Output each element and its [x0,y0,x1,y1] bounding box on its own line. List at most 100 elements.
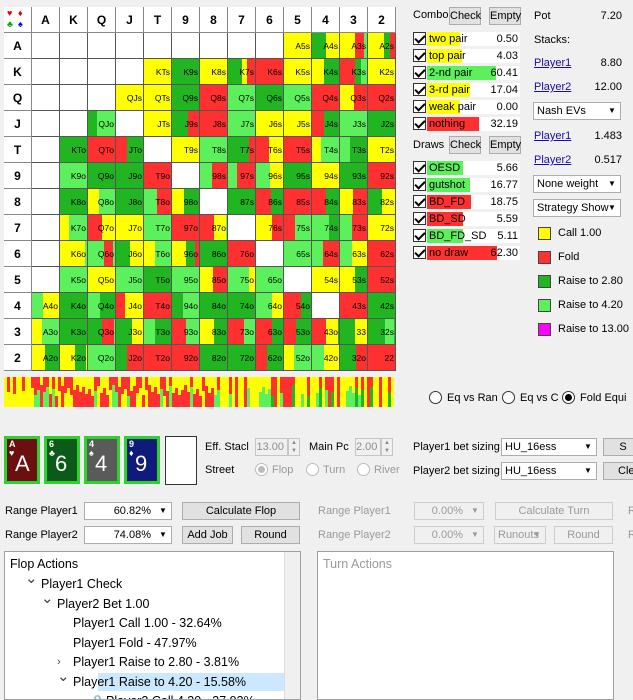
hand-cell[interactable] [32,189,60,215]
equity-radio[interactable] [502,391,515,404]
hand-cell[interactable]: 62o [256,345,284,371]
hand-cell[interactable]: J4o [116,293,144,319]
hand-cell[interactable]: A4o [32,293,60,319]
tree-node[interactable]: Player1 Call 1.00 - 32.64% [73,616,222,630]
hand-cell[interactable]: 96o [172,241,200,267]
hand-cell[interactable]: 96s [256,163,284,189]
hand-cell[interactable]: K8s [200,59,228,85]
hand-cell[interactable]: A3o [32,319,60,345]
combo-empty-button[interactable]: Empty [489,7,521,25]
hand-cell[interactable]: 75s [284,215,312,241]
hand-cell[interactable]: J6s [256,111,284,137]
hand-cell[interactable]: 54o [284,293,312,319]
hand-cell[interactable] [172,163,200,189]
hand-cell[interactable]: 86o [200,241,228,267]
hand-cell[interactable] [256,241,284,267]
hand-cell[interactable]: T9o [144,163,172,189]
hand-cell[interactable]: 22 [368,345,396,371]
draws-checkbox[interactable] [413,161,426,174]
hand-cell[interactable]: 85s [284,189,312,215]
hand-cell[interactable]: J3o [116,319,144,345]
hand-cell[interactable]: 97s [228,163,256,189]
combo-checkbox[interactable] [413,66,426,79]
hand-cell[interactable] [228,215,256,241]
hand-cell[interactable] [32,267,60,293]
equity-radio[interactable] [562,391,575,404]
hand-cell[interactable]: 32s [368,319,396,345]
hand-cell[interactable]: QJo [88,111,116,137]
hand-cell[interactable] [284,267,312,293]
hand-cell[interactable]: 63o [256,319,284,345]
hand-cell[interactable]: Q8s [200,85,228,111]
chevron-down-icon[interactable]: ⌄ [25,570,38,587]
hand-cell[interactable]: 52s [368,267,396,293]
hand-cell[interactable] [60,85,88,111]
p2-bet-sizing-select[interactable]: HU_16ess ▼ [501,462,597,480]
hand-cell[interactable] [60,111,88,137]
draws-checkbox[interactable] [413,212,426,225]
hand-cell[interactable]: Q3o [88,319,116,345]
hand-cell[interactable]: 64s [312,241,340,267]
hand-cell[interactable] [256,33,284,59]
chevron-right-icon[interactable]: › [57,656,61,668]
hand-cell[interactable] [144,137,172,163]
ev-select[interactable]: Nash EVs ▼ [533,102,621,120]
hand-cell[interactable]: 42o [312,345,340,371]
draws-checkbox[interactable] [413,229,426,242]
hand-cell[interactable]: T7o [144,215,172,241]
hand-cell[interactable]: 43s [340,293,368,319]
hand-cell[interactable]: 85o [200,267,228,293]
hand-cell[interactable]: J4s [312,111,340,137]
hand-cell[interactable]: 42s [368,293,396,319]
hand-cell[interactable]: J9o [116,163,144,189]
hand-cell[interactable] [32,163,60,189]
hand-cell[interactable]: T7s [228,137,256,163]
add-job-button[interactable]: Add Job [182,526,233,544]
hand-cell[interactable]: 97o [172,215,200,241]
hand-cell[interactable]: K3o [60,319,88,345]
hand-cell[interactable]: 32o [340,345,368,371]
clear-button[interactable]: Cle [603,462,633,480]
hand-cell[interactable] [32,33,60,59]
round-button[interactable]: Round [241,526,300,544]
draws-checkbox[interactable] [413,195,426,208]
hand-cell[interactable]: Q7s [228,85,256,111]
hand-cell[interactable]: T4s [312,137,340,163]
hand-cell[interactable] [116,111,144,137]
hand-cell[interactable]: 95s [284,163,312,189]
hand-cell[interactable]: QTo [88,137,116,163]
street-radio[interactable] [306,463,319,476]
hand-cell[interactable]: K6s [256,59,284,85]
hand-cell[interactable]: 53s [340,267,368,293]
hand-cell[interactable]: 63s [340,241,368,267]
hand-cell[interactable]: 72s [368,215,396,241]
hand-cell[interactable]: J6o [116,241,144,267]
hand-cell[interactable]: 83o [200,319,228,345]
hand-cell[interactable]: 84o [200,293,228,319]
hand-cell[interactable]: J3s [340,111,368,137]
hand-cell[interactable]: 82s [368,189,396,215]
range-grid[interactable]: ♥ ♦ ♣ ♠ A A K K Q Q J J T T 9 9 8 8 7 7 6 6 5 5 4 4 3 3 2 2 A5s A4s A3s A… [4,7,396,371]
eff-stack-spinner[interactable]: ▲ ▼ [288,438,300,456]
draws-checkbox[interactable] [413,246,426,259]
hand-cell[interactable]: T3s [340,137,368,163]
hand-cell[interactable]: 73s [340,215,368,241]
hand-cell[interactable]: J2o [116,345,144,371]
combo-checkbox[interactable] [413,32,426,45]
hand-cell[interactable]: K4s [312,59,340,85]
hand-cell[interactable]: 86s [256,189,284,215]
hand-cell[interactable] [32,59,60,85]
hand-cell[interactable]: Q6s [256,85,284,111]
hand-cell[interactable]: QJs [116,85,144,111]
hand-cell[interactable] [88,85,116,111]
hand-cell[interactable]: 64o [256,293,284,319]
draws-check-button[interactable]: Check [449,136,481,154]
hand-cell[interactable]: KTs [144,59,172,85]
board-card[interactable]: A ♥ A [4,436,40,484]
hand-cell[interactable]: T2o [144,345,172,371]
hand-cell[interactable] [32,85,60,111]
hand-cell[interactable]: 62s [368,241,396,267]
hand-cell[interactable]: 43o [312,319,340,345]
hand-cell[interactable]: T5o [144,267,172,293]
ev-player1-link[interactable]: Player1 [534,130,572,142]
